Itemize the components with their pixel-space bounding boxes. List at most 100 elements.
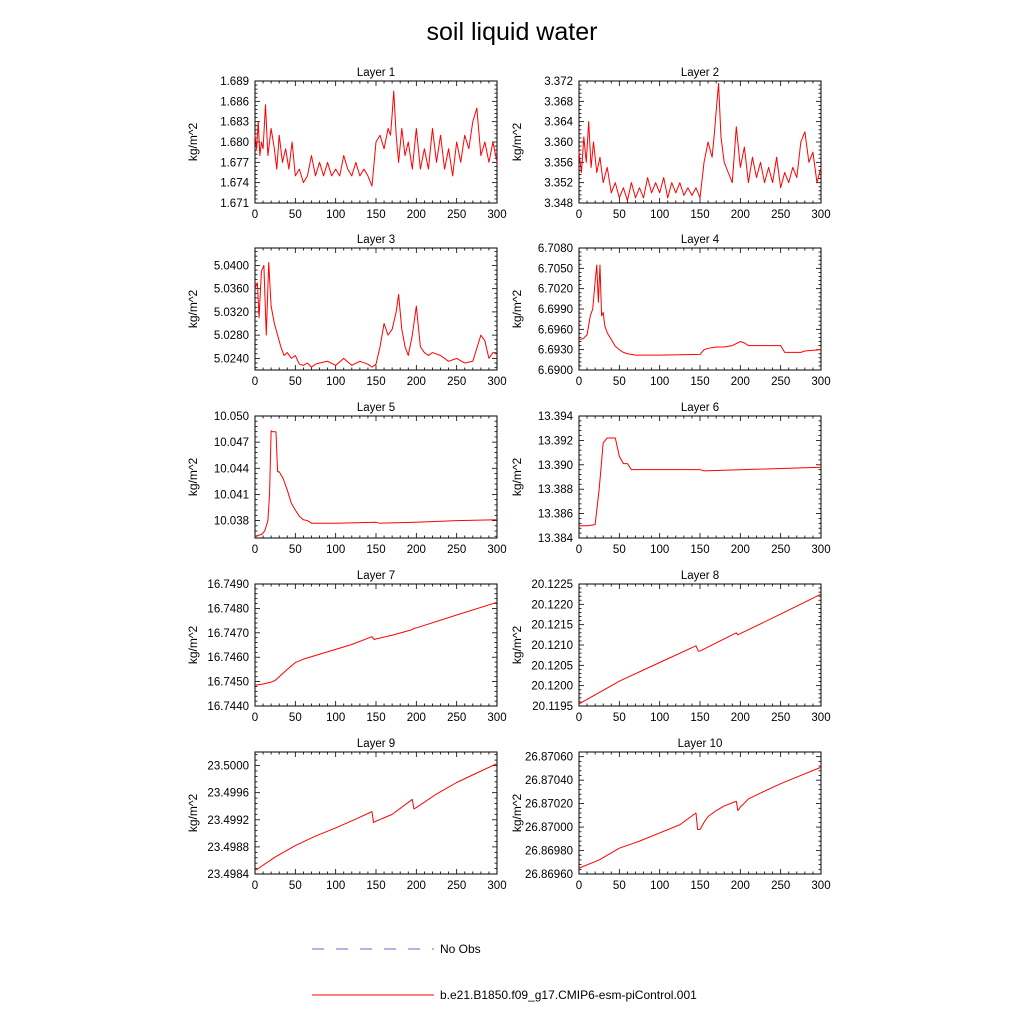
panel-layer-4-title: Layer 4 — [681, 234, 720, 246]
panel-layer-7-xtick-label: 200 — [407, 712, 426, 724]
panel-layer-1-xtick-label: 250 — [447, 209, 466, 221]
panel-layer-2-ylabel: kg/m^2 — [510, 123, 524, 162]
panel-layer-4-ytick-label: 6.7080 — [538, 243, 573, 255]
panel-layer-3-ytick-label: 5.0240 — [214, 353, 249, 365]
panel-layer-7-xtick-label: 300 — [487, 712, 506, 724]
panel-layer-6-frame — [578, 415, 822, 539]
panel-layer-1-xtick-label: 150 — [366, 209, 385, 221]
panel-layer-2-ytick-label: 3.352 — [544, 178, 573, 190]
panel-layer-1-ytick-label: 1.680 — [220, 137, 249, 149]
panel-layer-5-frame — [254, 415, 498, 539]
panel-layer-5-xtick-label: 200 — [407, 544, 426, 556]
panel-layer-9-frame — [254, 751, 498, 875]
panel-layer-1-ytick-label: 1.671 — [220, 198, 249, 210]
panel-layer-7-ylabel: kg/m^2 — [186, 626, 200, 665]
panel-layer-4-xtick-label: 250 — [771, 376, 790, 388]
panel-layer-4: Layer 4 kg/m^2 0 50 100 150 200 250 300 6.6900 6.6… — [510, 234, 831, 388]
panel-layer-2-series-line — [578, 83, 822, 201]
panel-layer-10-xtick-label: 200 — [731, 880, 750, 892]
panel-layer-10-xtick-label: 250 — [771, 880, 790, 892]
panel-layer-6-xtick-label: 0 — [576, 544, 582, 556]
panel-layer-3-xtick-label: 150 — [366, 376, 385, 388]
panel-layer-8-ytick-label: 20.1195 — [532, 701, 573, 713]
panel-layer-10-ytick-label: 26.86960 — [525, 869, 573, 881]
panel-layer-6-ylabel: kg/m^2 — [510, 458, 524, 497]
panel-layer-9-ylabel: kg/m^2 — [186, 794, 200, 833]
panel-layer-8-title: Layer 8 — [681, 570, 719, 582]
panel-layer-6-ytick-label: 13.388 — [538, 484, 573, 496]
panel-layer-3-ytick-label: 5.0320 — [214, 307, 249, 319]
panel-layer-6-xtick-label: 250 — [771, 544, 790, 556]
panel-layer-6-title: Layer 6 — [681, 402, 719, 414]
panel-layer-2-ytick-label: 3.372 — [544, 76, 573, 88]
panel-layer-3-xtick-label: 200 — [407, 376, 426, 388]
panel-layer-7-series-line — [254, 601, 498, 686]
panel-layer-7-ytick-label: 16.7460 — [207, 652, 249, 664]
panel-layer-10-ylabel: kg/m^2 — [510, 794, 524, 833]
panel-layer-4-ytick-label: 6.6930 — [538, 345, 573, 357]
panel-layer-1-ytick-label: 1.683 — [220, 117, 249, 129]
figure-title: soil liquid water — [427, 18, 598, 46]
panel-layer-8-ytick-label: 20.1225 — [531, 579, 573, 591]
panel-layer-4-xtick-label: 200 — [731, 376, 750, 388]
panel-layer-1-ytick-label: 1.674 — [220, 178, 249, 190]
panel-layer-10-xtick-label: 50 — [613, 880, 626, 892]
panel-layer-1-xtick-label: 0 — [252, 209, 258, 221]
panel-layer-5-ytick-label: 10.050 — [214, 411, 249, 423]
panel-layer-9-xtick-label: 200 — [407, 880, 426, 892]
panel-layer-5-ytick-label: 10.044 — [214, 463, 250, 475]
panel-layer-2-ytick-label: 3.348 — [544, 198, 573, 210]
panel-layer-8-xtick-label: 250 — [771, 712, 790, 724]
panel-layer-8-ytick-label: 20.1200 — [531, 681, 573, 693]
panel-layer-4-ytick-label: 6.7050 — [538, 263, 573, 275]
panel-layer-6-ytick-label: 13.384 — [538, 533, 574, 545]
panel-layer-6-ytick-label: 13.394 — [538, 411, 574, 423]
panel-layer-5: Layer 5 kg/m^2 0 50 100 150 200 250 300 10.038 10.… — [186, 402, 507, 556]
panel-layer-7-xtick-label: 250 — [447, 712, 466, 724]
panel-layer-5-ytick-label: 10.038 — [214, 516, 249, 528]
panel-layer-5-ylabel: kg/m^2 — [186, 458, 200, 497]
panel-layer-2-ytick-label: 3.360 — [544, 137, 573, 149]
panel-layer-6-xtick-label: 200 — [731, 544, 750, 556]
panel-layer-9-xtick-label: 100 — [326, 880, 345, 892]
panel-layer-7-xtick-label: 50 — [289, 712, 302, 724]
panel-layer-6-xtick-label: 50 — [613, 544, 626, 556]
panel-layer-6-series-line — [579, 437, 822, 527]
panel-layer-8-ylabel: kg/m^2 — [510, 626, 524, 665]
panel-layer-8-xtick-label: 100 — [650, 712, 669, 724]
legend-model-label: b.e21.B1850.f09_g17.CMIP6-esm-piControl.… — [440, 988, 697, 1002]
panel-layer-1: Layer 1 kg/m^2 0 50 100 150 200 250 300 1.671 1.67… — [186, 67, 507, 221]
panel-layer-9-ytick-label: 23.4996 — [207, 788, 249, 800]
panel-layer-8-xtick-label: 0 — [576, 712, 582, 724]
panel-layer-3-xtick-label: 250 — [447, 376, 466, 388]
panel-layer-9: Layer 9 kg/m^2 0 50 100 150 200 250 300 23.4984 23… — [186, 738, 507, 892]
panel-layer-2-frame — [578, 80, 822, 204]
panel-layer-6-ytick-label: 13.390 — [538, 460, 573, 472]
panel-layer-3-ytick-label: 5.0360 — [214, 284, 249, 296]
panel-layer-5-xtick-label: 250 — [447, 544, 466, 556]
panel-layer-6-xtick-label: 150 — [690, 544, 709, 556]
panel-layer-4-xtick-label: 0 — [576, 376, 582, 388]
panel-layer-3-ytick-label: 5.0280 — [214, 330, 249, 342]
panel-layer-10-ytick-label: 26.87060 — [525, 752, 573, 764]
panel-layer-4-xtick-label: 150 — [690, 376, 709, 388]
panel-layer-1-title: Layer 1 — [357, 67, 395, 79]
panel-layer-5-ytick-label: 10.041 — [214, 489, 249, 501]
legend: No Obs b.e21.B1850.f09_g17.CMIP6-esm-piC… — [312, 942, 697, 1002]
panel-layer-4-xtick-label: 300 — [811, 376, 830, 388]
panel-layer-10-series-line — [578, 766, 822, 869]
panel-layer-8-frame — [578, 583, 822, 707]
panel-layer-3-xtick-label: 100 — [326, 376, 345, 388]
panel-layer-10-title: Layer 10 — [678, 738, 723, 750]
panel-layer-9-xtick-label: 250 — [447, 880, 466, 892]
panel-layer-1-ylabel: kg/m^2 — [186, 123, 200, 162]
panel-layer-10-ytick-label: 26.87020 — [525, 799, 573, 811]
panel-layer-9-title: Layer 9 — [357, 738, 395, 750]
panel-layer-2-title: Layer 2 — [681, 67, 719, 79]
panel-layer-1-xtick-label: 100 — [326, 209, 345, 221]
panel-layer-9-ytick-label: 23.4984 — [207, 869, 249, 881]
panel-layer-6-ytick-label: 13.386 — [538, 509, 573, 521]
panel-layer-5-xtick-label: 300 — [487, 544, 506, 556]
panel-layer-9-series-line — [254, 763, 498, 872]
panel-layer-1-ytick-label: 1.677 — [220, 157, 249, 169]
